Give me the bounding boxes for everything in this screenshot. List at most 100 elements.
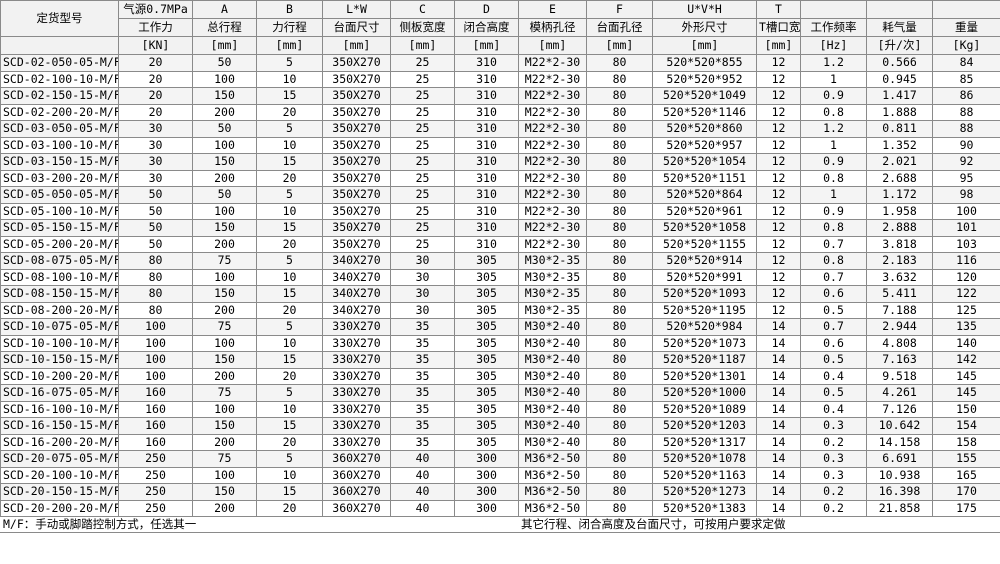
data-cell: 305	[454, 351, 519, 369]
model-cell: SCD-16-200-20-M/F	[0, 433, 119, 451]
data-cell: 80	[586, 268, 653, 286]
header-unit: [mm]	[192, 36, 257, 55]
data-cell: 12	[756, 235, 801, 253]
data-cell: 330X270	[322, 384, 391, 402]
data-cell: 84	[932, 54, 1000, 72]
model-cell: SCD-20-150-15-M/F	[0, 483, 119, 501]
data-cell: 520*520*1146	[652, 103, 757, 121]
data-cell: 50	[118, 202, 193, 220]
data-cell: 310	[454, 54, 519, 72]
header-top	[932, 0, 1000, 19]
data-cell: 5	[256, 318, 323, 336]
data-cell: 520*520*1383	[652, 499, 757, 517]
model-cell: SCD-05-050-05-M/F	[0, 186, 119, 204]
data-cell: 10.642	[866, 417, 933, 435]
table-row: SCD-10-100-10-M/F 100 100 10 330X270 35 305 M30…	[0, 334, 1000, 352]
data-cell: 80	[586, 417, 653, 435]
footer-note: 其它行程、闭合高度及台面尺寸，可按用户要求定做	[518, 516, 1000, 533]
table-row: SCD-08-075-05-M/F 80 75 5 340X270 30 305 M30*2-…	[0, 252, 1000, 270]
header-top: B	[256, 0, 323, 19]
data-cell: 80	[586, 433, 653, 451]
model-cell: SCD-20-200-20-M/F	[0, 499, 119, 517]
data-cell: M36*2-50	[518, 466, 587, 484]
data-cell: 15	[256, 351, 323, 369]
data-cell: 30	[118, 120, 193, 138]
header-unit: [KN]	[118, 36, 193, 55]
data-cell: 350X270	[322, 54, 391, 72]
data-cell: 14	[756, 351, 801, 369]
data-cell: 14	[756, 367, 801, 385]
data-cell: 0.6	[800, 285, 867, 303]
data-cell: 120	[932, 268, 1000, 286]
model-cell: SCD-16-100-10-M/F	[0, 400, 119, 418]
data-cell: 7.188	[866, 301, 933, 319]
data-cell: 1	[800, 70, 867, 88]
data-cell: 20	[118, 54, 193, 72]
data-cell: 80	[586, 235, 653, 253]
data-cell: M22*2-30	[518, 120, 587, 138]
data-cell: 5	[256, 186, 323, 204]
data-cell: 116	[932, 252, 1000, 270]
data-cell: M22*2-30	[518, 70, 587, 88]
table-row: SCD-16-200-20-M/F 160 200 20 330X270 35 305 M30…	[0, 433, 1000, 451]
data-cell: 310	[454, 87, 519, 105]
header-cell: 定货型号	[0, 0, 119, 37]
data-cell: 12	[756, 301, 801, 319]
data-cell: 12	[756, 186, 801, 204]
data-cell: 80	[586, 285, 653, 303]
data-cell: 25	[390, 103, 455, 121]
data-cell: 5	[256, 120, 323, 138]
data-cell: 7.163	[866, 351, 933, 369]
data-cell: 15	[256, 87, 323, 105]
model-cell: SCD-20-100-10-M/F	[0, 466, 119, 484]
data-cell: 310	[454, 235, 519, 253]
data-cell: M30*2-35	[518, 301, 587, 319]
data-cell: 0.3	[800, 417, 867, 435]
data-cell: 100	[192, 136, 257, 154]
header-cell: T槽口宽	[756, 18, 801, 37]
data-cell: 200	[192, 103, 257, 121]
table-row: 工作力 总行程 力行程 台面尺寸 侧板宽度 闭合高度 模柄孔径 台面孔径 外形尺寸 T槽口宽 工作频…	[1, 18, 1000, 37]
table-row: SCD-08-150-15-M/F 80 150 15 340X270 30 305 M30*…	[0, 285, 1000, 303]
data-cell: 200	[192, 169, 257, 187]
data-cell: 150	[192, 351, 257, 369]
data-cell: 0.811	[866, 120, 933, 138]
data-cell: 12	[756, 268, 801, 286]
data-cell: 305	[454, 268, 519, 286]
data-cell: 310	[454, 136, 519, 154]
data-cell: 30	[390, 285, 455, 303]
data-cell: M30*2-40	[518, 367, 587, 385]
data-cell: 75	[192, 450, 257, 468]
data-cell: 35	[390, 417, 455, 435]
data-cell: 520*520*1273	[652, 483, 757, 501]
data-cell: 6.691	[866, 450, 933, 468]
data-cell: 150	[932, 400, 1000, 418]
data-cell: 35	[390, 400, 455, 418]
header-unit: [mm]	[652, 36, 757, 55]
data-cell: 150	[192, 483, 257, 501]
header-cell: 耗气量	[866, 18, 933, 37]
table-row: SCD-02-050-05-M/F 20 50 5 350X270 25 310 M22*2-…	[0, 54, 1000, 72]
data-cell: 40	[390, 466, 455, 484]
data-cell: 150	[192, 87, 257, 105]
data-cell: M30*2-40	[518, 384, 587, 402]
data-cell: 520*520*1151	[652, 169, 757, 187]
data-cell: 20	[118, 70, 193, 88]
data-cell: 305	[454, 400, 519, 418]
data-cell: 0.7	[800, 318, 867, 336]
model-cell: SCD-10-100-10-M/F	[0, 334, 119, 352]
data-cell: 50	[118, 235, 193, 253]
data-cell: 350X270	[322, 153, 391, 171]
data-cell: 5	[256, 384, 323, 402]
data-cell: M30*2-35	[518, 268, 587, 286]
data-cell: 0.4	[800, 400, 867, 418]
data-cell: 15	[256, 417, 323, 435]
table-row: SCD-20-150-15-M/F 250 150 15 360X270 40 300 M36…	[0, 483, 1000, 501]
data-cell: 250	[118, 450, 193, 468]
data-cell: 0.945	[866, 70, 933, 88]
table-row: SCD-10-075-05-M/F 100 75 5 330X270 35 305 M30*2…	[0, 318, 1000, 336]
data-cell: 155	[932, 450, 1000, 468]
data-cell: 20	[256, 301, 323, 319]
data-cell: 15	[256, 153, 323, 171]
